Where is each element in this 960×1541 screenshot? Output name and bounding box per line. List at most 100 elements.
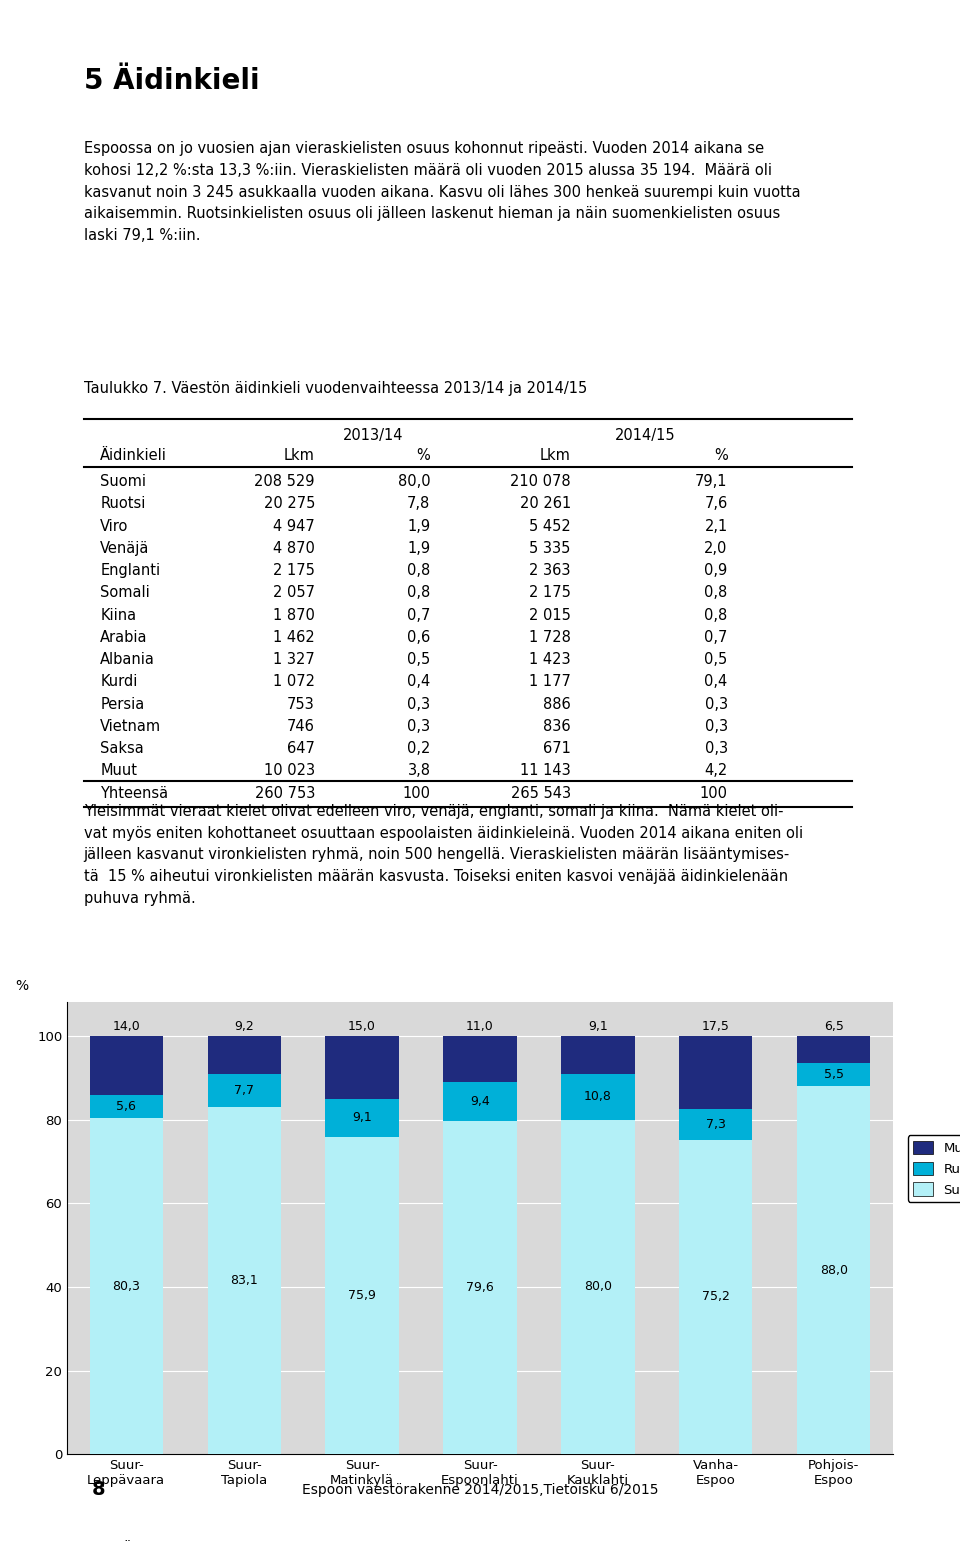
Bar bbox=[325, 1099, 398, 1137]
Bar bbox=[680, 1036, 753, 1110]
Text: 7,6: 7,6 bbox=[705, 496, 728, 512]
Text: 2 175: 2 175 bbox=[273, 562, 315, 578]
Text: Espoon väestörakenne 2014/2015,Tietoisku 6/2015: Espoon väestörakenne 2014/2015,Tietoisku… bbox=[301, 1482, 659, 1496]
Text: 0,4: 0,4 bbox=[407, 675, 430, 689]
Text: 836: 836 bbox=[543, 720, 571, 734]
Text: 75,9: 75,9 bbox=[348, 1288, 376, 1302]
Text: 20 275: 20 275 bbox=[263, 496, 315, 512]
Text: 0,2: 0,2 bbox=[407, 741, 430, 757]
Text: 0,8: 0,8 bbox=[407, 562, 430, 578]
Text: Ruotsi: Ruotsi bbox=[100, 496, 146, 512]
Text: Somali: Somali bbox=[100, 586, 150, 601]
Text: %: % bbox=[714, 448, 728, 464]
Text: 1 423: 1 423 bbox=[529, 652, 571, 667]
Text: 4 947: 4 947 bbox=[274, 519, 315, 533]
Text: 886: 886 bbox=[543, 697, 571, 712]
Text: 2 057: 2 057 bbox=[273, 586, 315, 601]
Bar bbox=[444, 1082, 516, 1122]
Text: 2013/14: 2013/14 bbox=[343, 428, 403, 444]
Text: 10,8: 10,8 bbox=[584, 1091, 612, 1103]
Text: 0,3: 0,3 bbox=[705, 720, 728, 734]
Text: 0,6: 0,6 bbox=[407, 630, 430, 644]
Text: Arabia: Arabia bbox=[100, 630, 148, 644]
Bar bbox=[325, 1137, 398, 1455]
Text: Lkm: Lkm bbox=[540, 448, 571, 464]
Text: 83,1: 83,1 bbox=[230, 1274, 258, 1287]
Text: 20 261: 20 261 bbox=[519, 496, 571, 512]
Text: 0,8: 0,8 bbox=[705, 607, 728, 623]
Text: 80,0: 80,0 bbox=[584, 1281, 612, 1293]
Bar bbox=[325, 1036, 398, 1099]
Text: 1 177: 1 177 bbox=[529, 675, 571, 689]
Text: 2,1: 2,1 bbox=[705, 519, 728, 533]
Text: Suomi: Suomi bbox=[100, 475, 146, 488]
Text: 7,3: 7,3 bbox=[706, 1117, 726, 1131]
Text: 79,1: 79,1 bbox=[695, 475, 728, 488]
Text: Venäjä: Venäjä bbox=[100, 541, 150, 556]
Text: 9,2: 9,2 bbox=[234, 1020, 254, 1032]
Text: Kiina: Kiina bbox=[100, 607, 136, 623]
Text: 5,6: 5,6 bbox=[116, 1100, 136, 1113]
Text: 265 543: 265 543 bbox=[511, 786, 571, 801]
Text: 1,9: 1,9 bbox=[407, 541, 430, 556]
Text: 100: 100 bbox=[402, 786, 430, 801]
Text: 100: 100 bbox=[700, 786, 728, 801]
Text: Äidinkieli: Äidinkieli bbox=[100, 448, 167, 464]
Text: 9,1: 9,1 bbox=[352, 1111, 372, 1123]
Text: 0,3: 0,3 bbox=[705, 697, 728, 712]
Bar bbox=[207, 1074, 280, 1106]
Text: 1 462: 1 462 bbox=[274, 630, 315, 644]
Text: 1 728: 1 728 bbox=[529, 630, 571, 644]
Text: 0,3: 0,3 bbox=[407, 697, 430, 712]
Text: 2 363: 2 363 bbox=[529, 562, 571, 578]
Text: 11 143: 11 143 bbox=[520, 763, 571, 778]
Bar bbox=[89, 1119, 163, 1455]
Text: 1 072: 1 072 bbox=[273, 675, 315, 689]
Text: 7,8: 7,8 bbox=[407, 496, 430, 512]
Text: 0,7: 0,7 bbox=[705, 630, 728, 644]
Text: Yhteensä: Yhteensä bbox=[100, 786, 168, 801]
Text: 0,5: 0,5 bbox=[705, 652, 728, 667]
Text: 0,5: 0,5 bbox=[407, 652, 430, 667]
Bar bbox=[562, 1074, 635, 1119]
Text: 1,9: 1,9 bbox=[407, 519, 430, 533]
Text: 647: 647 bbox=[287, 741, 315, 757]
Text: 17,5: 17,5 bbox=[702, 1020, 730, 1032]
Text: 0,9: 0,9 bbox=[705, 562, 728, 578]
Bar bbox=[680, 1140, 753, 1455]
Text: 3,8: 3,8 bbox=[407, 763, 430, 778]
Text: Muut: Muut bbox=[100, 763, 137, 778]
Text: 11,0: 11,0 bbox=[467, 1020, 493, 1032]
Text: 80,3: 80,3 bbox=[112, 1279, 140, 1293]
Text: 1 327: 1 327 bbox=[274, 652, 315, 667]
Text: 5 335: 5 335 bbox=[530, 541, 571, 556]
Text: 0,4: 0,4 bbox=[705, 675, 728, 689]
Text: 0,8: 0,8 bbox=[705, 586, 728, 601]
Text: Yleisimmät vieraat kielet olivat edelleen viro, venäjä, englanti, somali ja kiin: Yleisimmät vieraat kielet olivat edellee… bbox=[84, 804, 803, 906]
Text: Viro: Viro bbox=[100, 519, 129, 533]
Text: 4,2: 4,2 bbox=[705, 763, 728, 778]
Bar bbox=[444, 1036, 516, 1082]
Text: 10 023: 10 023 bbox=[264, 763, 315, 778]
Text: 8: 8 bbox=[92, 1481, 106, 1499]
Text: 671: 671 bbox=[543, 741, 571, 757]
Text: 0,7: 0,7 bbox=[407, 607, 430, 623]
Bar bbox=[444, 1122, 516, 1455]
Text: Lkm: Lkm bbox=[284, 448, 315, 464]
Text: 753: 753 bbox=[287, 697, 315, 712]
Text: 79,6: 79,6 bbox=[467, 1281, 493, 1294]
Text: 0,3: 0,3 bbox=[705, 741, 728, 757]
Bar bbox=[562, 1036, 635, 1074]
Bar bbox=[797, 1086, 871, 1455]
Text: 5,5: 5,5 bbox=[824, 1068, 844, 1082]
Text: 75,2: 75,2 bbox=[702, 1290, 730, 1304]
Text: 2014/15: 2014/15 bbox=[614, 428, 676, 444]
Text: 15,0: 15,0 bbox=[348, 1020, 376, 1032]
Text: Taulukko 7. Väestön äidinkieli vuodenvaihteessa 2013/14 ja 2014/15: Taulukko 7. Väestön äidinkieli vuodenvai… bbox=[84, 381, 587, 396]
Text: 14,0: 14,0 bbox=[112, 1020, 140, 1034]
Bar bbox=[89, 1094, 163, 1119]
Text: Albania: Albania bbox=[100, 652, 156, 667]
Bar bbox=[89, 1036, 163, 1094]
Text: 0,8: 0,8 bbox=[407, 586, 430, 601]
Text: 4 870: 4 870 bbox=[273, 541, 315, 556]
